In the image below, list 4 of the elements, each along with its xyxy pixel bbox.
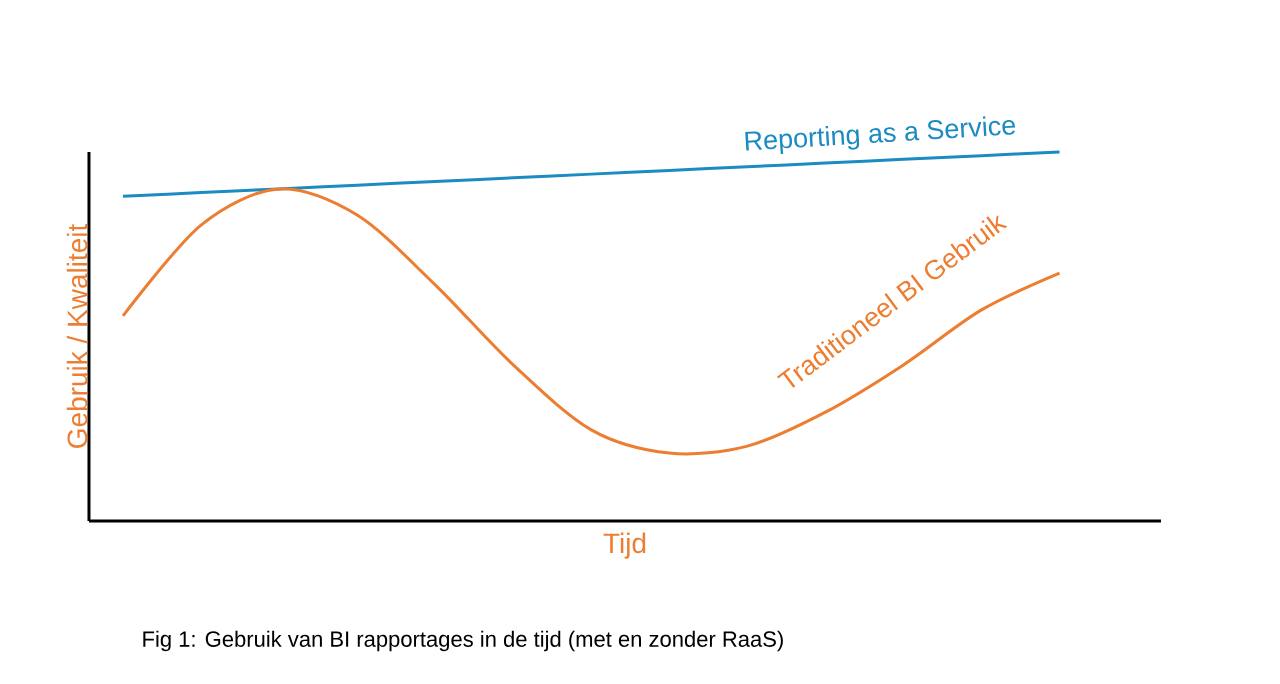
series-label: Reporting as a Service: [745, 116, 1016, 155]
x-axis-title: Tijd: [603, 532, 646, 559]
caption: Fig 1: Gebruik van BI rapportages in de tijd (met en zonder RaaS): [143, 630, 783, 652]
y-axis-title: Gebruik / Kwaliteit: [66, 223, 88, 448]
